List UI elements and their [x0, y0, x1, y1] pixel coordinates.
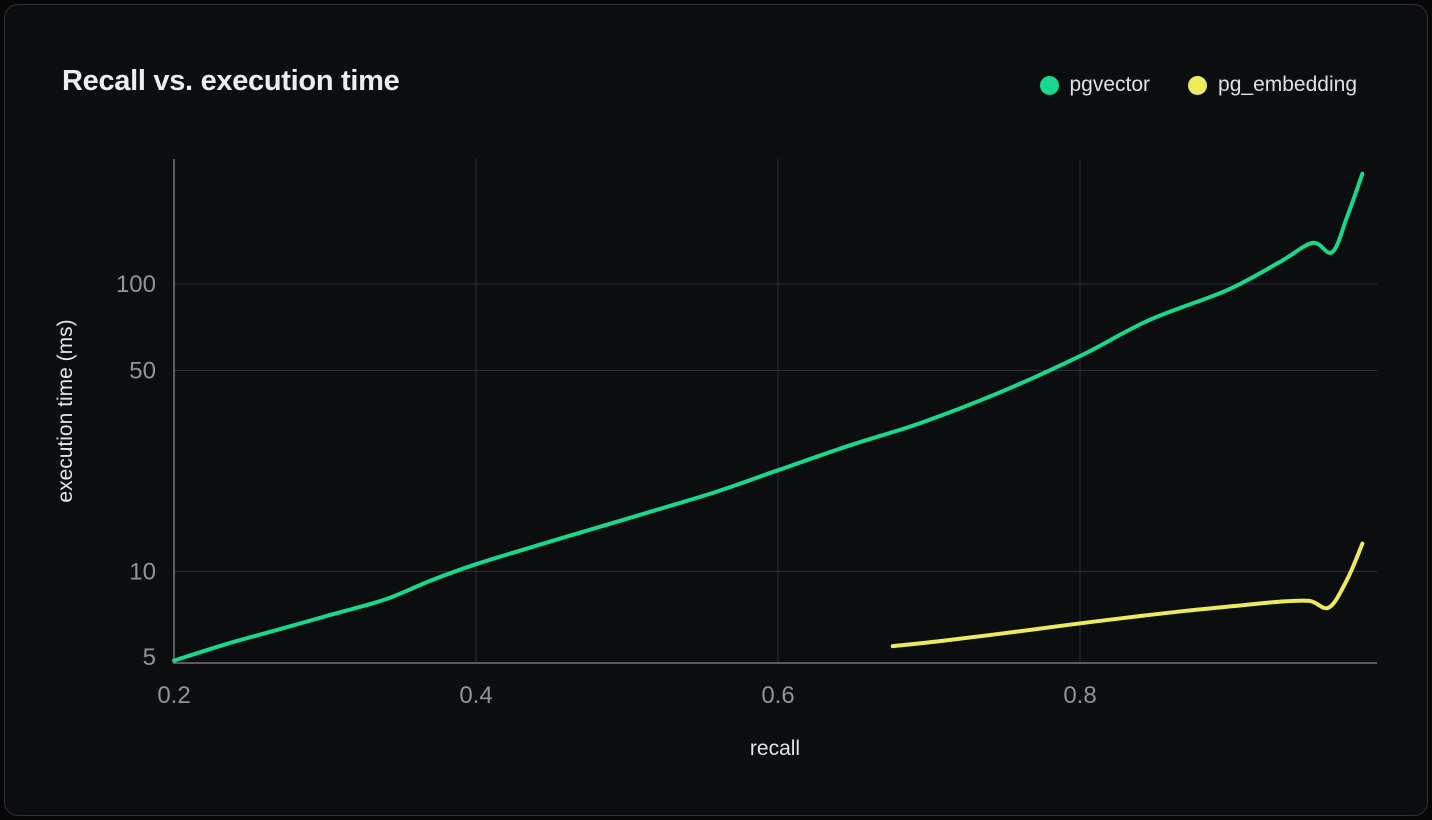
- legend-item-pg-embedding[interactable]: pg_embedding: [1188, 73, 1357, 97]
- x-tick-label: 0.4: [459, 682, 492, 709]
- legend-label-pg-embedding: pg_embedding: [1218, 73, 1357, 96]
- chart-card: Recall vs. execution time pgvector pg_em…: [4, 4, 1428, 816]
- y-axis-title: execution time (ms): [54, 319, 77, 502]
- pg_embedding-line: [890, 541, 1365, 649]
- x-axis-title: recall: [750, 737, 800, 760]
- x-tick-label: 0.6: [761, 682, 794, 709]
- y-tick-label: 100: [116, 271, 156, 298]
- chart-title: Recall vs. execution time: [62, 65, 400, 97]
- pgvector-line: [172, 171, 1365, 663]
- y-tick-label: 5: [143, 644, 156, 671]
- legend-item-pgvector[interactable]: pgvector: [1039, 73, 1151, 97]
- y-tick-label: 10: [129, 559, 156, 586]
- x-tick-label: 0.8: [1063, 682, 1096, 709]
- pg-embedding-dot-icon: [1188, 75, 1208, 95]
- legend: pgvector pg_embedding: [1039, 73, 1357, 97]
- y-tick-label: 50: [129, 358, 156, 385]
- legend-label-pgvector: pgvector: [1069, 73, 1151, 96]
- gridlines: [174, 159, 1377, 663]
- x-tick-label: 0.2: [157, 682, 190, 709]
- pgvector-dot-icon: [1039, 75, 1059, 95]
